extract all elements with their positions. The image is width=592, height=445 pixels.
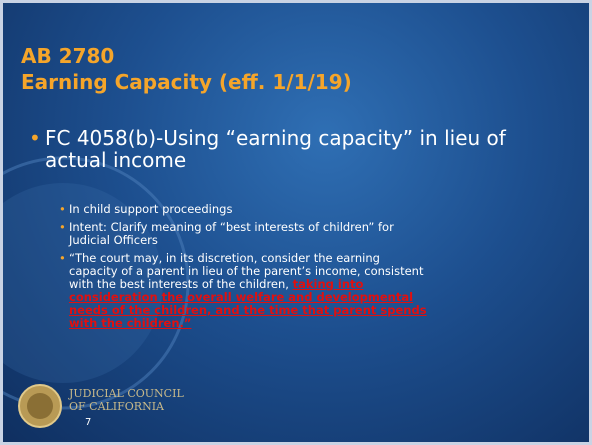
quote-text: “The court may, in its discretion, consi… [69,251,423,291]
title: AB 2780 Earning Capacity (eff. 1/1/19) [21,43,352,95]
subbullet: Intent: Clarify meaning of “best interes… [69,221,429,247]
slide: AB 2780 Earning Capacity (eff. 1/1/19) F… [0,0,592,445]
footer-line: OF CALIFORNIA [69,400,184,413]
logo [17,383,63,429]
subbullet: In child support proceedings [69,203,429,216]
bullet: FC 4058(b)-Using “earning capacity” in l… [45,127,515,171]
subbullets: In child support proceedings Intent: Cla… [69,203,429,335]
footer-line: JUDICIAL COUNCIL [69,387,184,400]
quote: “The court may, in its discretion, consi… [69,252,429,330]
page-number: 7 [85,417,91,428]
title-line: AB 2780 [21,43,352,69]
title-line: Earning Capacity (eff. 1/1/19) [21,69,352,95]
footer: JUDICIAL COUNCIL OF CALIFORNIA [69,387,184,413]
